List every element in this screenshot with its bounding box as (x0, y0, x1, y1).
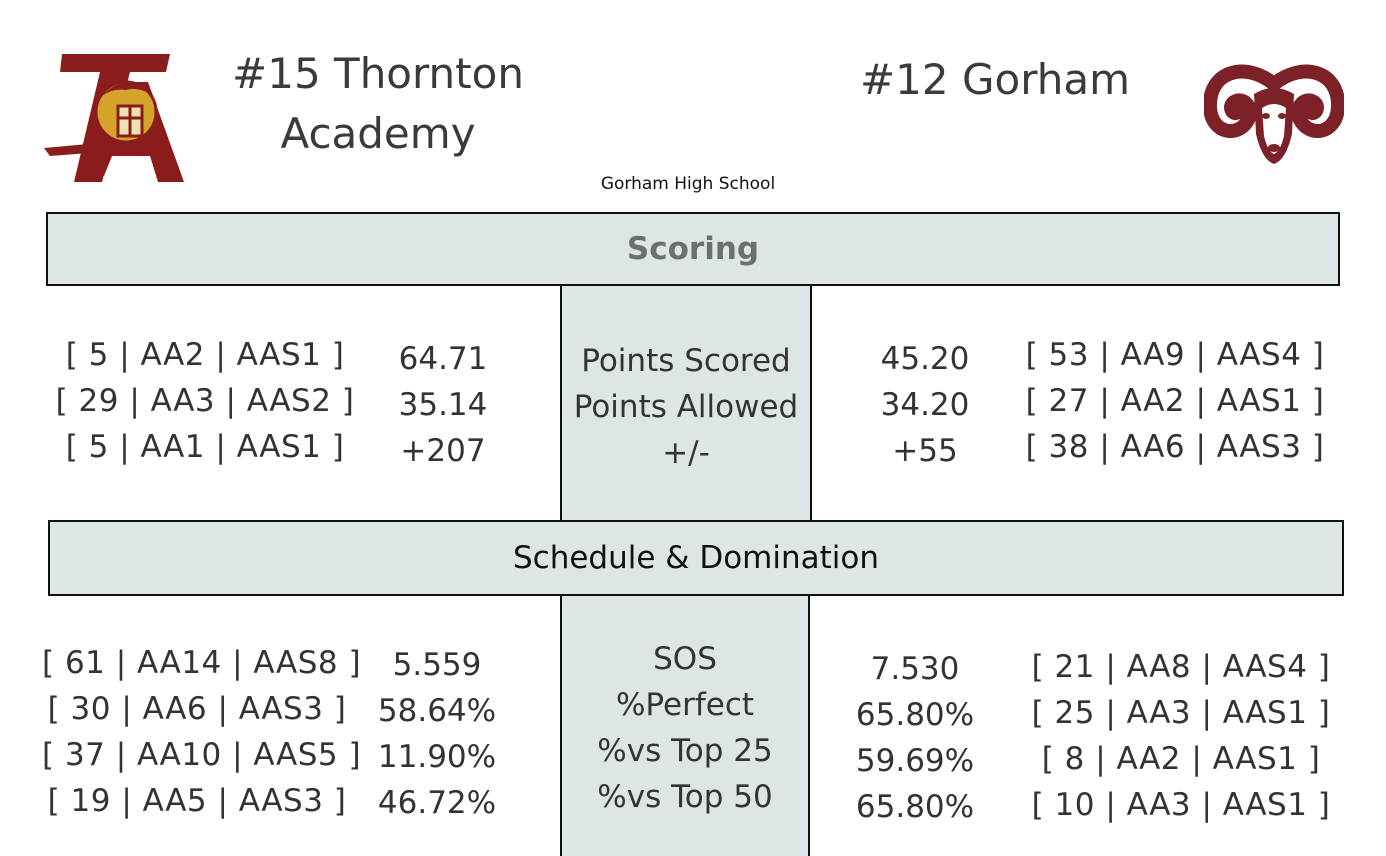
value-cell: 5.559 (392, 647, 482, 683)
schedule-labels: SOS %Perfect %vs Top 25 %vs Top 50 (562, 636, 808, 820)
value-cell: 7.530 (870, 651, 960, 687)
value-cell: 65.80% (855, 789, 975, 825)
scoring-home-values: 45.20 34.20 +55 (850, 336, 1000, 474)
value-cell: +55 (892, 433, 958, 469)
scoring-home-ranks: [ 53 | AA9 | AAS4 ] [ 27 | AA2 | AAS1 ] … (1020, 332, 1330, 470)
stat-label: SOS (653, 641, 717, 677)
venue-label: Gorham High School (600, 174, 776, 194)
value-cell: 11.90% (377, 739, 497, 775)
value-cell: 45.20 (880, 341, 970, 377)
stat-label: +/- (662, 435, 710, 471)
scoring-away-ranks: [ 5 | AA2 | AAS1 ] [ 29 | AA3 | AAS2 ] [… (50, 332, 360, 470)
value-cell: 35.14 (398, 387, 488, 423)
value-cell: 34.20 (880, 387, 970, 423)
rank-cell: [ 37 | AA10 | AAS5 ] (42, 737, 362, 773)
rank-cell: [ 27 | AA2 | AAS1 ] (1025, 383, 1325, 419)
rank-cell: [ 5 | AA2 | AAS1 ] (65, 337, 345, 373)
value-cell: 65.80% (855, 697, 975, 733)
schedule-away-ranks: [ 61 | AA14 | AAS8 ] [ 30 | AA6 | AAS3 ]… (42, 640, 362, 824)
rank-cell: [ 10 | AA3 | AAS1 ] (1031, 787, 1331, 823)
stat-label: %vs Top 50 (597, 779, 773, 815)
home-team-title: #12 Gorham (859, 55, 1131, 104)
rank-cell: [ 30 | AA6 | AAS3 ] (47, 691, 347, 727)
schedule-home-ranks: [ 21 | AA8 | AAS4 ] [ 25 | AA3 | AAS1 ] … (1026, 644, 1336, 828)
value-cell: 46.72% (377, 785, 497, 821)
rank-cell: [ 21 | AA8 | AAS4 ] (1031, 649, 1331, 685)
value-cell: 59.69% (855, 743, 975, 779)
scoring-away-values: 64.71 35.14 +207 (368, 336, 518, 474)
scoring-header: Scoring (46, 212, 1340, 286)
rank-cell: [ 53 | AA9 | AAS4 ] (1025, 337, 1325, 373)
stat-label: %Perfect (615, 687, 755, 723)
rank-cell: [ 25 | AA3 | AAS1 ] (1031, 695, 1331, 731)
stat-label: %vs Top 25 (597, 733, 773, 769)
schedule-home-values: 7.530 65.80% 59.69% 65.80% (840, 646, 990, 830)
value-cell: 58.64% (377, 693, 497, 729)
rank-cell: [ 38 | AA6 | AAS3 ] (1025, 429, 1325, 465)
away-team-title: #15 Thornton Academy (232, 49, 524, 158)
schedule-away-values: 5.559 58.64% 11.90% 46.72% (362, 642, 512, 826)
rank-cell: [ 5 | AA1 | AAS1 ] (65, 429, 345, 465)
stat-label: Points Allowed (573, 389, 799, 425)
scoring-center-panel (560, 286, 812, 520)
rank-cell: [ 8 | AA2 | AAS1 ] (1041, 741, 1321, 777)
gorham-ram-logo (1204, 64, 1344, 164)
value-cell: 64.71 (398, 341, 488, 377)
stat-label: Points Scored (581, 343, 791, 379)
rank-cell: [ 19 | AA5 | AAS3 ] (47, 783, 347, 819)
rank-cell: [ 29 | AA3 | AAS2 ] (55, 383, 355, 419)
schedule-header: Schedule & Domination (48, 520, 1344, 596)
value-cell: +207 (400, 433, 486, 469)
thornton-academy-logo (44, 54, 184, 182)
scoring-labels: Points Scored Points Allowed +/- (562, 338, 810, 476)
schedule-center-panel (560, 596, 810, 856)
rank-cell: [ 61 | AA14 | AAS8 ] (42, 645, 362, 681)
